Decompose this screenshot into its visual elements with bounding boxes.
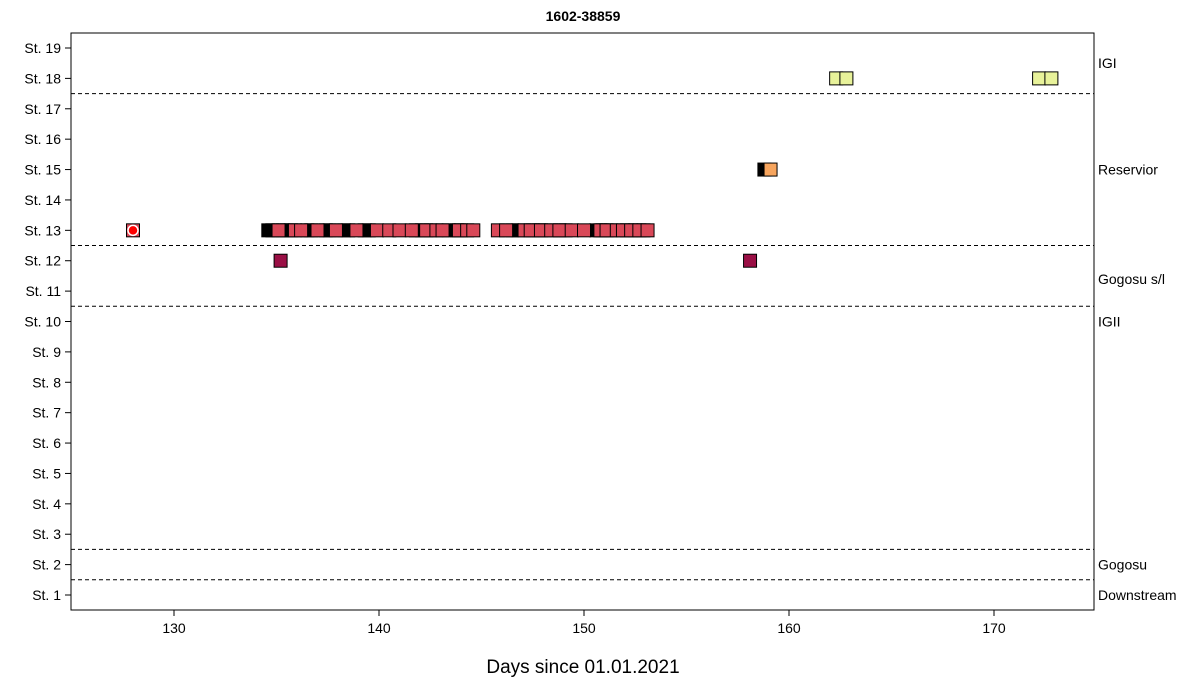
data-points (126, 71, 1059, 268)
y-tick-label: St. 18 (24, 70, 61, 86)
detection-point (310, 223, 325, 238)
detection-point (349, 223, 364, 238)
zone-label: Gogosu (1098, 557, 1147, 573)
zone-labels: Downstream Gogosu IGII Gogosu s/l Reservior I… (1098, 55, 1177, 603)
detection-point (392, 223, 407, 238)
detection-point (640, 223, 655, 238)
release-point (127, 224, 139, 237)
y-tick-label: St. 4 (32, 496, 61, 512)
x-tick-label: 170 (982, 620, 1006, 636)
detection-point (435, 223, 450, 238)
detection-point (577, 223, 591, 238)
y-tick-label: St. 16 (24, 131, 61, 147)
detection-point (294, 223, 309, 238)
detection-point (271, 223, 286, 238)
detection-point (328, 223, 343, 238)
detection-point (404, 223, 419, 238)
zone-label: Downstream (1098, 587, 1177, 603)
y-tick-label: St. 8 (32, 374, 61, 390)
zone-lines (71, 93, 1094, 581)
y-tick-label: St. 12 (24, 253, 61, 269)
y-tick-label: St. 2 (32, 557, 61, 573)
detection-point (499, 223, 514, 238)
y-tick-label: St. 15 (24, 162, 61, 178)
y-tick-label: St. 3 (32, 526, 61, 542)
x-axis: 130 140 150 160 170 (162, 610, 1006, 636)
detection-point (743, 253, 758, 268)
x-tick-label: 150 (572, 620, 596, 636)
y-tick-label: St. 14 (24, 192, 61, 208)
detection-point (552, 223, 567, 238)
chart-title: 1602-38859 (546, 8, 621, 24)
zone-label: Reservior (1098, 162, 1158, 178)
detection-point (763, 162, 778, 177)
y-axis: St. 1 St. 2 St. 3 St. 4 St. 5 St. 6 St. 7 St. 8… (24, 40, 71, 603)
x-tick-label: 130 (162, 620, 186, 636)
x-tick-label: 160 (777, 620, 801, 636)
detection-point (466, 223, 481, 238)
zone-label: IGII (1098, 314, 1121, 330)
x-axis-label: Days since 01.01.2021 (486, 657, 679, 678)
y-tick-label: St. 19 (24, 40, 61, 56)
y-tick-label: St. 11 (25, 283, 61, 299)
y-tick-label: St. 17 (24, 101, 61, 117)
detection-point (839, 71, 854, 86)
y-tick-label: St. 9 (32, 344, 61, 360)
x-tick-label: 140 (367, 620, 391, 636)
detection-point (564, 223, 579, 238)
detection-point (1044, 71, 1059, 86)
detection-point (273, 253, 288, 268)
y-tick-label: St. 6 (32, 435, 61, 451)
y-tick-label: St. 13 (24, 222, 61, 238)
y-tick-label: St. 5 (32, 465, 61, 481)
detection-point (1032, 71, 1047, 86)
y-tick-label: St. 7 (32, 405, 61, 421)
zone-label: IGI (1098, 55, 1117, 71)
plot-area-frame (70, 32, 1095, 611)
y-tick-label: St. 1 (32, 587, 61, 603)
y-tick-label: St. 10 (24, 314, 61, 330)
zone-label: Gogosu s/l (1098, 271, 1165, 287)
detection-point (369, 223, 384, 238)
